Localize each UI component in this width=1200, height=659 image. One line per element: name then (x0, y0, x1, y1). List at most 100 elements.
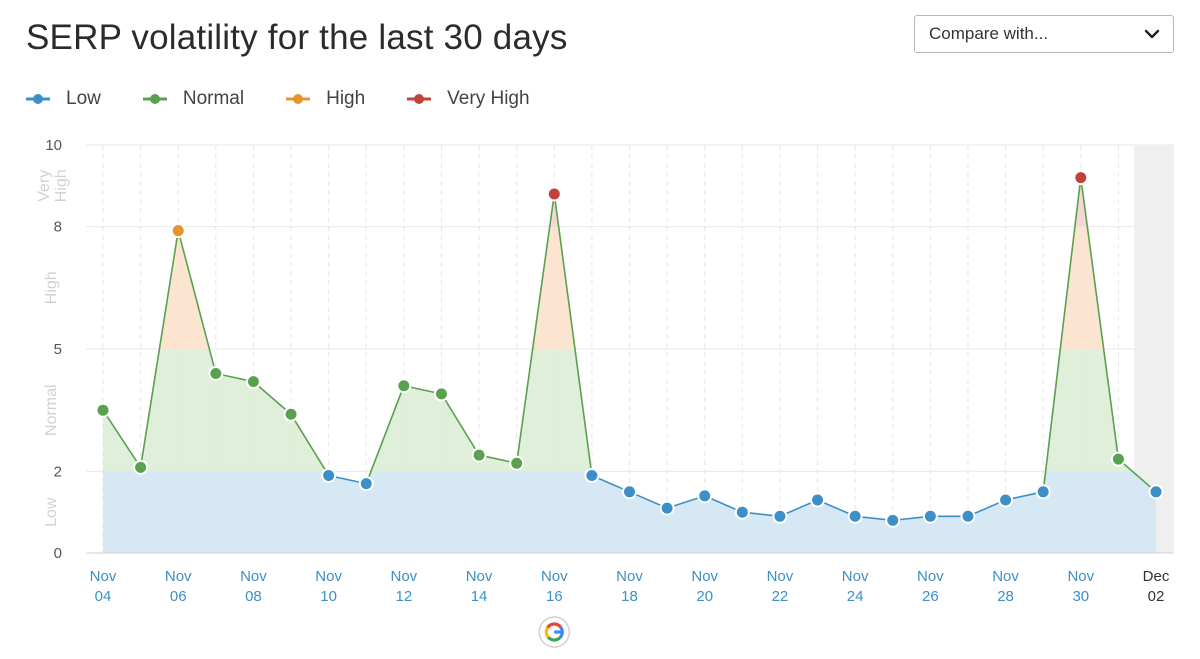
data-point (133, 459, 149, 475)
data-point (734, 504, 750, 520)
legend-label-high: High (326, 88, 366, 109)
data-point (433, 386, 449, 402)
series-line-segment (139, 230, 180, 468)
legend-label-low: Low (66, 88, 101, 109)
data-point (321, 467, 337, 483)
x-tick-label-day: 08 (245, 588, 262, 605)
x-tick-label-month: Nov (992, 568, 1019, 585)
x-tick-label-day: 02 (1148, 588, 1165, 605)
legend-item-high[interactable]: High (286, 88, 365, 110)
x-tick-label-day: 22 (772, 588, 789, 605)
data-point (1110, 451, 1126, 467)
data-point (1035, 484, 1051, 500)
google-icon-arc (546, 635, 562, 642)
y-tick-label: 2 (54, 463, 62, 480)
band-label-word: High (53, 169, 70, 202)
data-point (810, 492, 826, 508)
legend-marker-very-high (407, 94, 432, 104)
x-tick-label-month: Nov (90, 568, 117, 585)
x-tick-label-month: Nov (767, 568, 794, 585)
data-point (998, 492, 1014, 508)
y-tick-label: 10 (45, 137, 62, 154)
x-tick-label-day: 10 (320, 588, 337, 605)
legend-label-very-high: Very High (447, 88, 530, 109)
x-tick-label-day: 20 (696, 588, 713, 605)
data-point (170, 223, 186, 239)
data-point (960, 508, 976, 524)
data-point (546, 186, 562, 202)
x-tick-label-month: Nov (691, 568, 718, 585)
data-point (396, 378, 412, 394)
y-tick-label: 0 (54, 545, 62, 562)
series-line-segment (1117, 458, 1157, 493)
google-icon[interactable] (538, 616, 571, 648)
legend-marker-low (26, 94, 50, 104)
data-point (95, 402, 111, 418)
y-tick-label: 5 (54, 341, 62, 358)
google-icon-arc (544, 626, 550, 639)
data-point (584, 467, 600, 483)
band-label: High (43, 271, 60, 304)
legend-item-very-high[interactable]: Very High (407, 88, 530, 110)
series-line-segment (177, 230, 217, 374)
band-label: Low (43, 497, 60, 527)
x-tick-label-month: Nov (1067, 568, 1094, 585)
x-tick-label-month: Nov (541, 568, 568, 585)
chevron-down-icon (1144, 29, 1160, 39)
x-tick-label-month: Nov (917, 568, 944, 585)
x-tick-label-day: 06 (170, 588, 187, 605)
x-tick-label-day: 18 (621, 588, 638, 605)
series-line-segment (515, 193, 556, 464)
data-point (922, 508, 938, 524)
series-line-segment (290, 413, 330, 476)
data-point (622, 484, 637, 500)
series-line-segment (440, 393, 480, 456)
legend-marker-high (286, 94, 311, 104)
data-point (245, 374, 261, 390)
data-point (772, 508, 788, 524)
data-point (471, 447, 487, 463)
x-tick-label-month: Nov (315, 568, 342, 585)
volatility-chart: 025810LowNormalHighVeryHighNov04Nov06Nov… (36, 137, 1174, 648)
data-point (1073, 170, 1089, 186)
series-line-segment (102, 409, 142, 468)
compare-dropdown[interactable]: Compare with... (914, 15, 1174, 53)
x-tick-label-day: 28 (997, 588, 1014, 605)
x-tick-label-day: 12 (396, 588, 413, 605)
band-label-word: Very (36, 170, 53, 202)
series-line-segment (553, 193, 593, 476)
data-point (358, 476, 374, 492)
x-tick-label-month: Nov (466, 568, 493, 585)
x-tick-label-day: 30 (1072, 588, 1089, 605)
x-tick-label-month: Dec (1143, 568, 1170, 585)
series-line-segment (1079, 177, 1120, 460)
legend-label-normal: Normal (182, 88, 245, 109)
compare-dropdown-label: Compare with... (929, 24, 1049, 43)
x-tick-label-month: Nov (240, 568, 267, 585)
legend-item-normal[interactable]: Normal (142, 88, 245, 110)
band-label: VeryHigh (36, 169, 70, 202)
page-title: SERP volatility for the last 30 days (26, 18, 568, 57)
data-point (885, 512, 901, 528)
chart-legend: Low Normal High Very High (26, 88, 572, 110)
x-tick-label-month: Nov (165, 568, 192, 585)
data-point (1148, 484, 1164, 500)
band-label: Normal (43, 384, 60, 436)
y-tick-label: 8 (54, 219, 62, 236)
legend-item-low[interactable]: Low (26, 88, 101, 110)
series-line-segment (365, 385, 405, 484)
x-tick-label-day: 16 (546, 588, 563, 605)
data-point (208, 365, 224, 381)
x-tick-label-month: Nov (842, 568, 869, 585)
data-point (659, 500, 675, 516)
x-tick-label-day: 26 (922, 588, 939, 605)
data-point (847, 508, 863, 524)
data-point (697, 488, 713, 504)
x-tick-label-day: 04 (95, 588, 112, 605)
data-point (283, 406, 299, 422)
x-tick-label-month: Nov (616, 568, 643, 585)
google-icon-arc (546, 622, 562, 629)
series-line-segment (1042, 177, 1082, 492)
data-point (509, 455, 525, 471)
x-tick-label-day: 14 (471, 588, 488, 605)
